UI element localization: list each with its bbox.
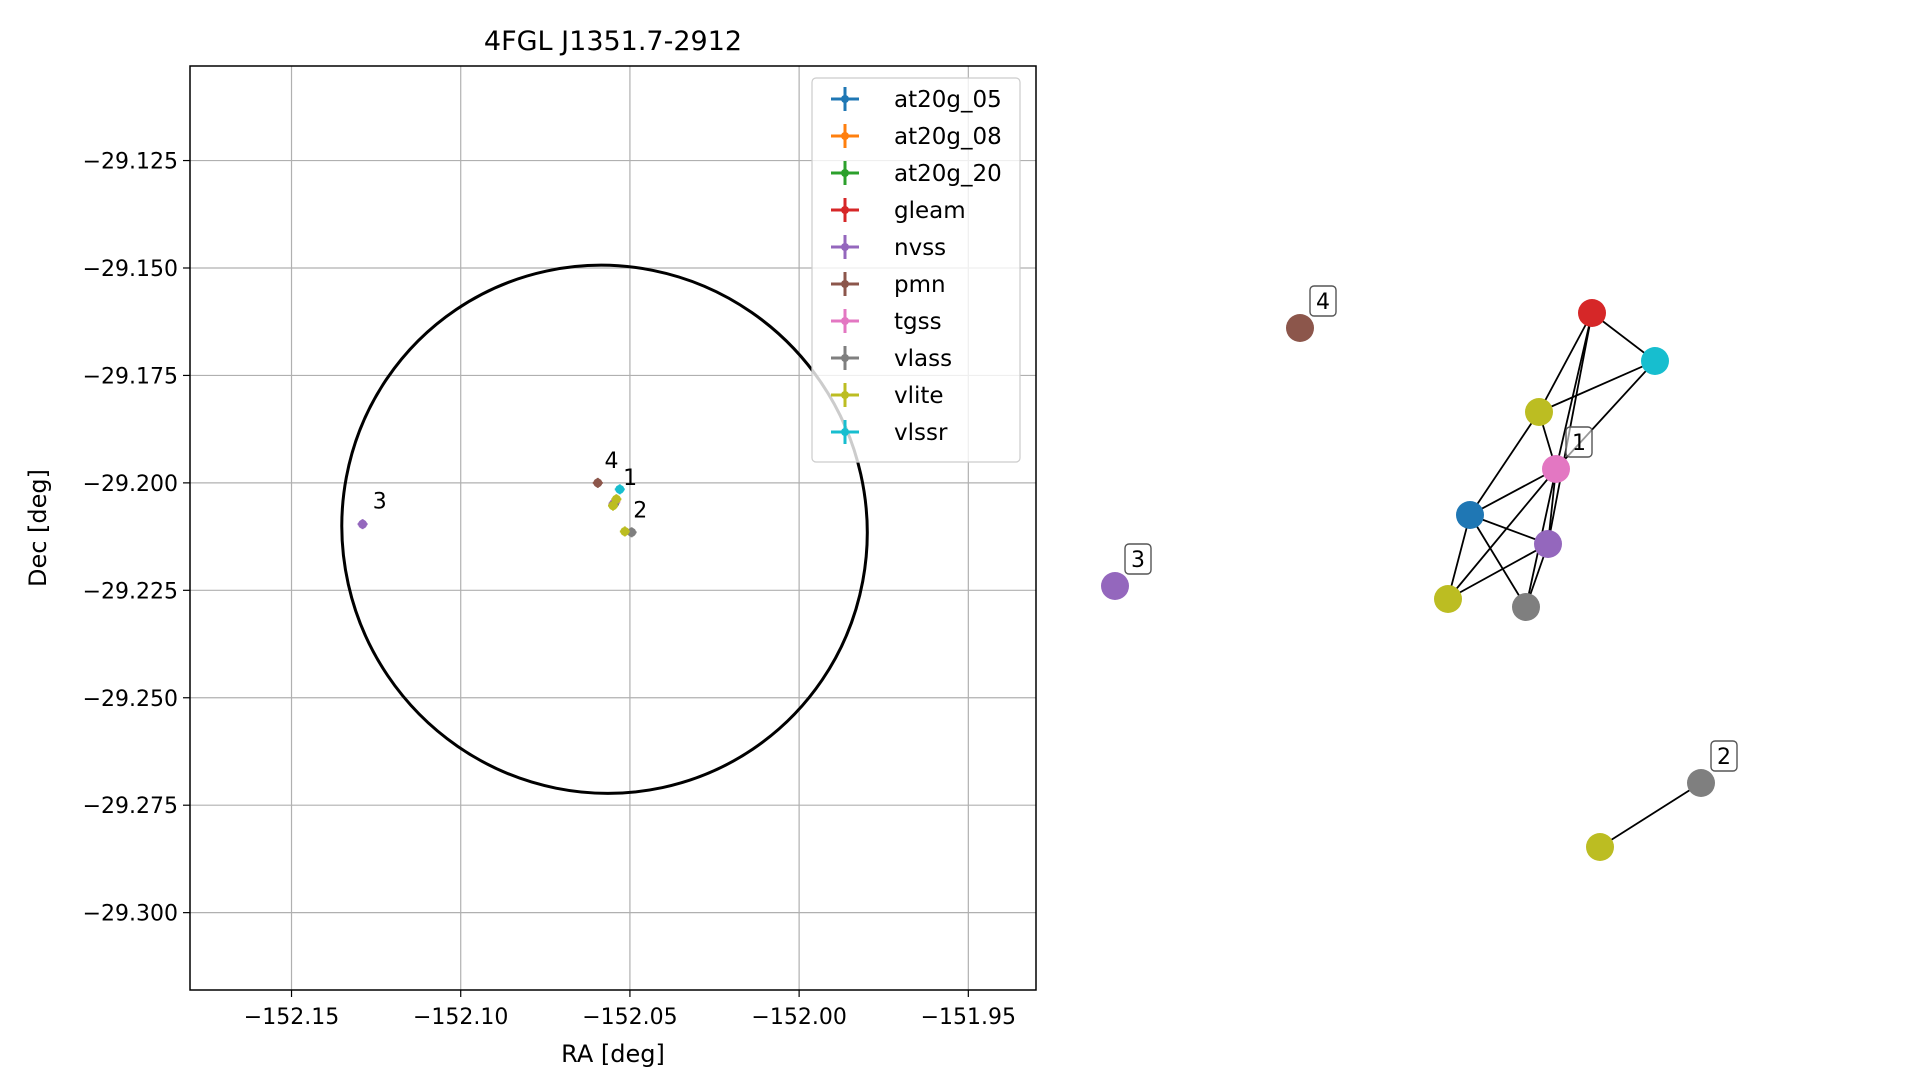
legend-marker-nvss (841, 243, 849, 251)
x-tick-label: −151.95 (921, 1005, 1016, 1030)
legend-label-at20g_20: at20g_20 (894, 161, 1002, 187)
legend-label-vlssr: vlssr (894, 420, 948, 446)
graph-label-text: 2 (1717, 745, 1731, 770)
legend-marker-tgss (841, 317, 849, 325)
graph-edge (1599, 782, 1702, 848)
graph-node-gleam (1578, 299, 1606, 327)
graph-label-2: 2 (1710, 740, 1738, 772)
x-tick-label: −152.10 (413, 1005, 508, 1030)
y-tick-label: −29.225 (83, 579, 178, 604)
annotation-label: 1 (623, 466, 637, 491)
graph-edge (1469, 468, 1557, 516)
graph-node-nvss-b (1101, 572, 1129, 600)
point-vlite (620, 526, 630, 536)
point-annotations: 1 2 3 4 (373, 449, 648, 523)
legend-label-vlite: vlite (894, 383, 944, 409)
graph-node-vlass-a (1512, 593, 1540, 621)
legend-marker-vlssr (841, 428, 849, 436)
graph-node-nvss-a (1534, 530, 1562, 558)
y-tick-label: −29.175 (83, 364, 178, 389)
graph-label-box (1309, 285, 1337, 317)
x-tick-label: −152.05 (582, 1005, 677, 1030)
graph-node-at20g (1456, 501, 1484, 529)
legend-label-at20g_05: at20g_05 (894, 87, 1002, 113)
graph-label-3: 3 (1124, 543, 1152, 575)
chart-title: 4FGL J1351.7-2912 (484, 26, 742, 57)
graph-label-4: 4 (1309, 285, 1337, 317)
y-tick-label: −29.250 (83, 687, 178, 712)
y-axis-label: Dec [deg] (24, 469, 52, 587)
y-tick-label: −29.125 (83, 150, 178, 175)
graph-label-text: 3 (1131, 548, 1145, 573)
plot-frame (189, 65, 1037, 991)
graph-label-text: 4 (1316, 290, 1330, 315)
y-tick-label: −29.300 (83, 902, 178, 927)
point-pmn (593, 478, 603, 488)
legend-label-vlass: vlass (894, 346, 952, 372)
legend-label-gleam: gleam (894, 198, 966, 224)
legend-marker-at20g_05 (841, 95, 849, 103)
y-axis-ticks: −29.125 −29.150 −29.175 −29.200 −29.225 −29.2… (83, 150, 190, 927)
graph-node-vlite-c (1586, 833, 1614, 861)
graph-node-vlssr (1641, 347, 1669, 375)
graph-label-box (1124, 543, 1152, 575)
point-vlssr (615, 484, 625, 494)
graph-edge (1469, 411, 1540, 516)
legend-marker-vlite (841, 391, 849, 399)
graph-label-box (1710, 740, 1738, 772)
graph-label-1: 1 (1565, 426, 1593, 458)
x-tick-label: −152.00 (751, 1005, 846, 1030)
x-axis-label: RA [deg] (561, 1040, 665, 1068)
annotation-label: 2 (633, 498, 647, 523)
point-vlite (608, 501, 618, 511)
graph-labels: 4 3 1 2 (1124, 285, 1738, 772)
legend-marker-at20g_08 (841, 132, 849, 140)
x-tick-label: −152.15 (244, 1005, 339, 1030)
legend-box (811, 77, 1021, 463)
graph-node-vlite-a (1525, 398, 1553, 426)
graph-node-tgss (1542, 455, 1570, 483)
x-axis-ticks: −152.15 −152.10 −152.05 −152.00 −151.95 (244, 990, 1016, 1030)
legend-label-nvss: nvss (894, 235, 946, 261)
legend-marker-vlass (841, 354, 849, 362)
legend-label-at20g_08: at20g_08 (894, 124, 1002, 150)
annotation-label: 3 (373, 490, 387, 515)
legend-label-pmn: pmn (894, 272, 946, 298)
y-tick-label: −29.275 (83, 794, 178, 819)
y-tick-label: −29.200 (83, 472, 178, 497)
legend-marker-at20g_20 (841, 169, 849, 177)
graph-node-vlass-b (1687, 769, 1715, 797)
graph-edge (1555, 312, 1593, 470)
graph-label-box (1565, 426, 1593, 458)
point-vlass (627, 527, 637, 537)
graph-edge (1447, 543, 1549, 600)
graph-node-pmn (1286, 314, 1314, 342)
graph-label-text: 1 (1572, 431, 1586, 456)
network-graph-panel: 4 3 1 2 (1101, 285, 1738, 861)
y-tick-label: −29.150 (83, 257, 178, 282)
annotation-label: 4 (605, 449, 619, 474)
graph-edge (1469, 514, 1527, 608)
graph-edge (1447, 514, 1471, 600)
graph-edge (1447, 468, 1557, 600)
graph-edge (1538, 360, 1656, 413)
graph-nodes (1101, 299, 1715, 861)
legend-marker-pmn (841, 280, 849, 288)
legend-marker-gleam (841, 206, 849, 214)
point-nvss (358, 519, 368, 529)
data-points (357, 477, 637, 538)
graph-edge (1538, 312, 1593, 413)
graph-node-vlite-b (1434, 585, 1462, 613)
legend-label-tgss: tgss (894, 309, 942, 335)
